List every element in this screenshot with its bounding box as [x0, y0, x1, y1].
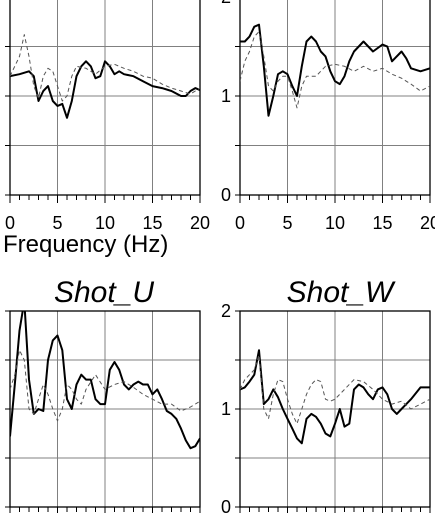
- x-tick-label: 20: [190, 213, 210, 233]
- chart-panel-3: Shot_U: [5, 276, 201, 515]
- x-tick-label: 15: [372, 213, 392, 233]
- shared-x-axis-label: Frequency (Hz): [3, 231, 168, 258]
- y-tick-label: 0: [221, 185, 231, 205]
- x-tick-label: 10: [95, 213, 115, 233]
- x-tick-label: 0: [5, 213, 15, 233]
- chart-panel-4: 0 1 2 Shot_W: [221, 276, 431, 517]
- y-tick-label: 2: [221, 301, 231, 321]
- y-tick-label: 1: [221, 86, 231, 106]
- series-line-dashed: [10, 349, 200, 422]
- series-line-dashed: [240, 31, 430, 109]
- chart-panel-2: 0 5 10 15 20 0 1 2: [221, 0, 435, 233]
- x-tick-label: 10: [325, 213, 345, 233]
- x-tick-label: 15: [142, 213, 162, 233]
- series-line-solid: [240, 23, 430, 117]
- y-tick-label: 2: [221, 0, 231, 7]
- x-tick-label: 20: [420, 213, 435, 233]
- series-line-solid: [10, 311, 200, 450]
- x-tick-label: 5: [52, 213, 62, 233]
- x-tick-label: 5: [282, 213, 292, 233]
- chart-title: Shot_U: [54, 276, 154, 309]
- y-tick-label: 1: [221, 399, 231, 419]
- series-line-dashed: [240, 354, 430, 425]
- x-tick-label: 0: [235, 213, 245, 233]
- chart-title: Shot_W: [287, 276, 396, 309]
- series-line-solid: [10, 60, 200, 119]
- chart-panel-1: 0 5 10 15 20: [5, 0, 210, 233]
- y-tick-label: 0: [221, 497, 231, 513]
- series-line-solid: [240, 349, 430, 445]
- series-line-dashed: [10, 34, 200, 102]
